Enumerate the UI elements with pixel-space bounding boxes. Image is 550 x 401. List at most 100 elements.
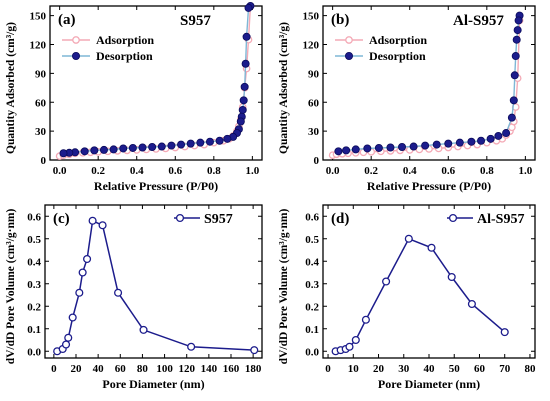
data-point (447, 272, 456, 282)
y-tick-label: 0.6 (305, 211, 319, 223)
data-point (119, 144, 128, 153)
data-point (363, 144, 372, 153)
y-tick-label: 150 (30, 11, 47, 23)
data-point (382, 277, 391, 286)
data-point (421, 141, 430, 150)
data-point (510, 71, 519, 80)
y-tick-label: 120 (30, 40, 47, 52)
y-tick-label: 30 (308, 126, 320, 138)
data-point (157, 142, 166, 151)
data-point (444, 139, 453, 148)
plot-frame (49, 5, 263, 161)
x-tick-label: 120 (178, 363, 195, 375)
data-point (509, 96, 518, 105)
y-tick-label: 90 (35, 68, 47, 80)
data-point (98, 221, 107, 230)
y-tick-label: 0.3 (305, 279, 319, 291)
x-tick-label: 0.6 (168, 165, 182, 177)
x-tick-label: 0.0 (53, 165, 67, 177)
panel-label: (d) (331, 211, 349, 227)
x-tick-label: 30 (398, 363, 410, 375)
data-point (241, 59, 250, 68)
data-point (334, 147, 343, 156)
x-tick-label: 140 (201, 363, 218, 375)
data-point (513, 26, 522, 35)
legend-label: Al-S957 (477, 212, 524, 227)
data-point (80, 147, 89, 156)
y-tick-label: 0.2 (305, 301, 319, 313)
y-axis-label: dV/dD Pore Volume (cm³/g·nm) (5, 209, 17, 365)
x-tick-label: 0.0 (326, 165, 340, 177)
data-point (512, 35, 521, 44)
y-tick-label: 60 (35, 97, 47, 109)
panel-label: (a) (58, 12, 76, 28)
data-point (236, 117, 245, 126)
data-point (486, 134, 495, 143)
y-tick-label: 0.2 (27, 301, 41, 313)
y-tick-label: 0 (314, 155, 320, 167)
x-tick-label: 100 (156, 363, 173, 375)
data-point (64, 333, 73, 342)
legend-marker (72, 52, 81, 61)
x-tick-label: 0.6 (441, 165, 455, 177)
y-tick-label: 0.0 (27, 346, 41, 358)
legend-label: Adsorption (96, 33, 154, 47)
y-axis-label: Quantity Adsorbed (cm³/g) (278, 22, 290, 154)
data-point (404, 234, 413, 243)
legend-marker (448, 213, 458, 223)
x-axis-label: Relative Pressure (P/P0) (367, 179, 491, 193)
data-point (90, 146, 99, 155)
data-point (215, 136, 224, 145)
x-tick-label: 60 (115, 363, 127, 375)
series-line-adsorption (59, 5, 252, 157)
data-point (467, 299, 476, 309)
data-point (345, 342, 354, 351)
series-line-s957 (56, 219, 255, 352)
data-point (500, 328, 509, 337)
panel-2: 0.0 0.2 0.4 0.6 0.8 1.0 0 30 60 90 120 150 Relative … (278, 5, 536, 193)
legend-label: Desorption (369, 49, 426, 63)
data-point (205, 137, 214, 146)
data-point (128, 143, 137, 152)
y-axis-label: dV/dD Pore Volume (cm³/g·nm) (278, 209, 290, 365)
x-tick-label: 60 (474, 363, 486, 375)
x-tick-label: 1.0 (518, 165, 532, 177)
data-point (502, 129, 511, 138)
x-tick-label: 0 (325, 363, 331, 375)
x-tick-label: 0.8 (207, 165, 221, 177)
y-tick-label: 0.5 (27, 234, 41, 246)
data-point (477, 136, 486, 145)
x-tick-label: 0.4 (130, 165, 144, 177)
x-tick-label: 0.4 (403, 165, 417, 177)
data-point (374, 143, 383, 152)
data-point (386, 143, 395, 152)
data-point (361, 315, 370, 324)
legend-marker (175, 213, 185, 223)
data-point (83, 254, 92, 264)
data-point (494, 131, 503, 140)
data-point (139, 325, 148, 334)
data-point (167, 141, 176, 150)
y-tick-label: 0.4 (27, 256, 41, 268)
x-tick-label: 1.0 (245, 165, 259, 177)
data-point (148, 143, 157, 152)
y-tick-label: 0.1 (27, 324, 41, 336)
data-point (398, 143, 407, 152)
panel-1: 0.0 0.2 0.4 0.6 0.8 1.0 0 30 60 90 120 150 Relative … (5, 2, 263, 193)
x-tick-label: 0.2 (364, 165, 378, 177)
data-point (244, 3, 253, 12)
data-point (239, 96, 248, 105)
panel-4: 0 10 20 30 40 50 60 70 80 0.0 0.1 0.2 0.3 0.4 0.5 0.6 Po… (278, 204, 536, 391)
y-tick-label: 0.0 (305, 346, 319, 358)
legend-label: S957 (204, 212, 233, 227)
x-tick-label: 0.8 (480, 165, 494, 177)
data-point (186, 139, 195, 148)
x-tick-label: 0 (51, 363, 57, 375)
data-point (427, 243, 436, 252)
x-tick-label: 20 (373, 363, 385, 375)
x-tick-label: 40 (93, 363, 105, 375)
y-tick-label: 30 (35, 126, 47, 138)
data-point (467, 137, 476, 146)
x-axis-label: Pore Diameter (nm) (102, 377, 204, 391)
